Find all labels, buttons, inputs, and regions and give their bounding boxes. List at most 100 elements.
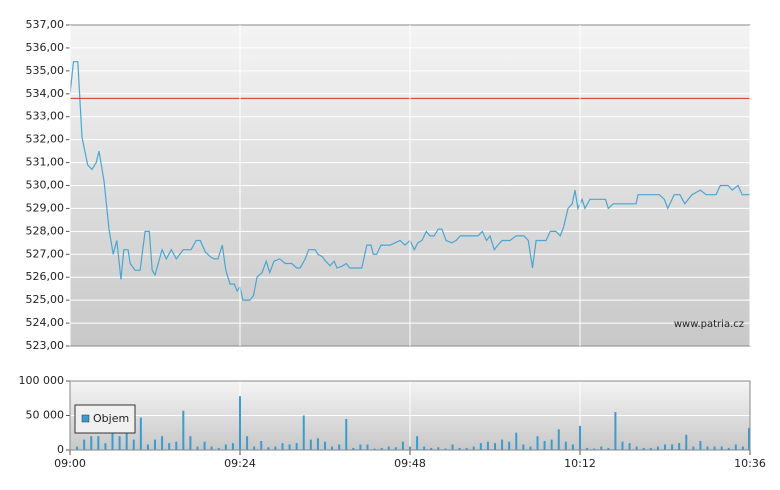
x-tick-label: 10:12 [564,457,596,470]
y-tick-label: 528,00 [26,224,65,237]
x-tick-label: 09:24 [224,457,256,470]
watermark: www.patria.cz [674,319,744,330]
volume-bar [579,425,581,450]
volume-bar [536,436,539,450]
volume-bar [600,446,603,450]
y-tick-label: 100 000 [19,374,65,387]
volume-bar [444,448,447,450]
y-tick-label: 0 [57,443,64,456]
price-line [69,61,750,301]
volume-bar [331,446,334,450]
volume-bar [83,439,86,450]
y-tick-label: 525,00 [26,293,65,306]
y-tick-label: 532,00 [26,133,65,146]
volume-bar [649,447,652,450]
volume-bar [246,436,249,450]
volume-bar [253,446,256,450]
volume-bar [118,436,121,450]
volume-bar [671,444,674,450]
volume-bar [748,427,750,450]
volume-bar [465,447,468,450]
volume-bar [564,441,567,450]
y-tick-label: 527,00 [26,247,65,260]
volume-bar [281,443,284,450]
volume-bar [501,439,504,450]
volume-bar [571,444,574,450]
x-tick-label: 09:48 [394,457,426,470]
volume-bar [437,447,440,450]
volume-bar [111,432,114,450]
volume-bar [635,446,638,450]
volume-bar [394,447,397,450]
volume-bar [593,448,596,450]
volume-bar [125,423,128,450]
volume-bar [139,417,142,450]
volume-bar [373,448,376,450]
volume-bar [189,436,192,450]
volume-bar [494,443,496,450]
y-tick-label: 534,00 [26,87,65,100]
volume-bar [664,444,666,450]
volume-bar [380,447,383,450]
y-tick-label: 531,00 [26,156,65,169]
volume-bar [309,439,312,450]
volume-bar [416,436,419,450]
volume-bar [586,447,589,450]
volume-bar [295,443,298,450]
y-tick-label: 530,00 [26,179,65,192]
volume-bar [302,415,305,450]
volume-bar [628,443,631,450]
plot-border [69,380,751,451]
volume-bar [387,446,390,450]
volume-bar [720,446,723,450]
y-tick-label: 524,00 [26,316,65,329]
volume-bar [734,444,737,450]
volume-bar [430,447,433,450]
volume-bar [76,446,79,450]
volume-bar [472,446,475,450]
volume-bar [217,447,220,450]
y-tick-label: 50 000 [26,409,65,422]
volume-bar [741,446,744,450]
volume-bar [161,436,164,450]
volume-bar [196,446,199,450]
volume-bar [409,446,411,450]
volume-bar [260,441,263,450]
x-tick-label: 10:36 [734,457,766,470]
volume-bar [557,429,560,450]
volume-bar [239,396,241,450]
volume-bar [543,441,546,450]
volume-bar [642,447,645,450]
volume-bar [451,444,454,450]
volume-bar [182,410,185,450]
volume-bar [146,444,149,450]
volume-bar [267,447,270,450]
volume-bar [486,441,489,450]
volume-bar [104,443,107,450]
y-tick-label: 529,00 [26,201,65,214]
volume-bar [515,432,518,450]
volume-bar [224,444,227,450]
y-tick-label: 523,00 [26,339,65,352]
volume-bar [338,444,341,450]
volume-bar [479,443,482,450]
y-tick-label: 526,00 [26,270,65,283]
volume-bar [352,447,355,450]
volume-bar [699,441,702,450]
volume-bar [678,443,681,450]
y-tick-label: 536,00 [26,41,65,54]
volume-bar [274,446,277,450]
volume-bar [168,443,171,450]
volume-bar [366,444,369,450]
volume-bar [210,446,213,450]
volume-bar [288,444,291,450]
volume-bar [550,439,553,450]
volume-bar [621,441,624,450]
volume-bar [685,434,688,450]
volume-bar [656,446,659,450]
volume-bar [132,439,135,450]
volume-bar [508,441,511,450]
volume-bar [90,436,93,450]
volume-bar [529,446,532,450]
